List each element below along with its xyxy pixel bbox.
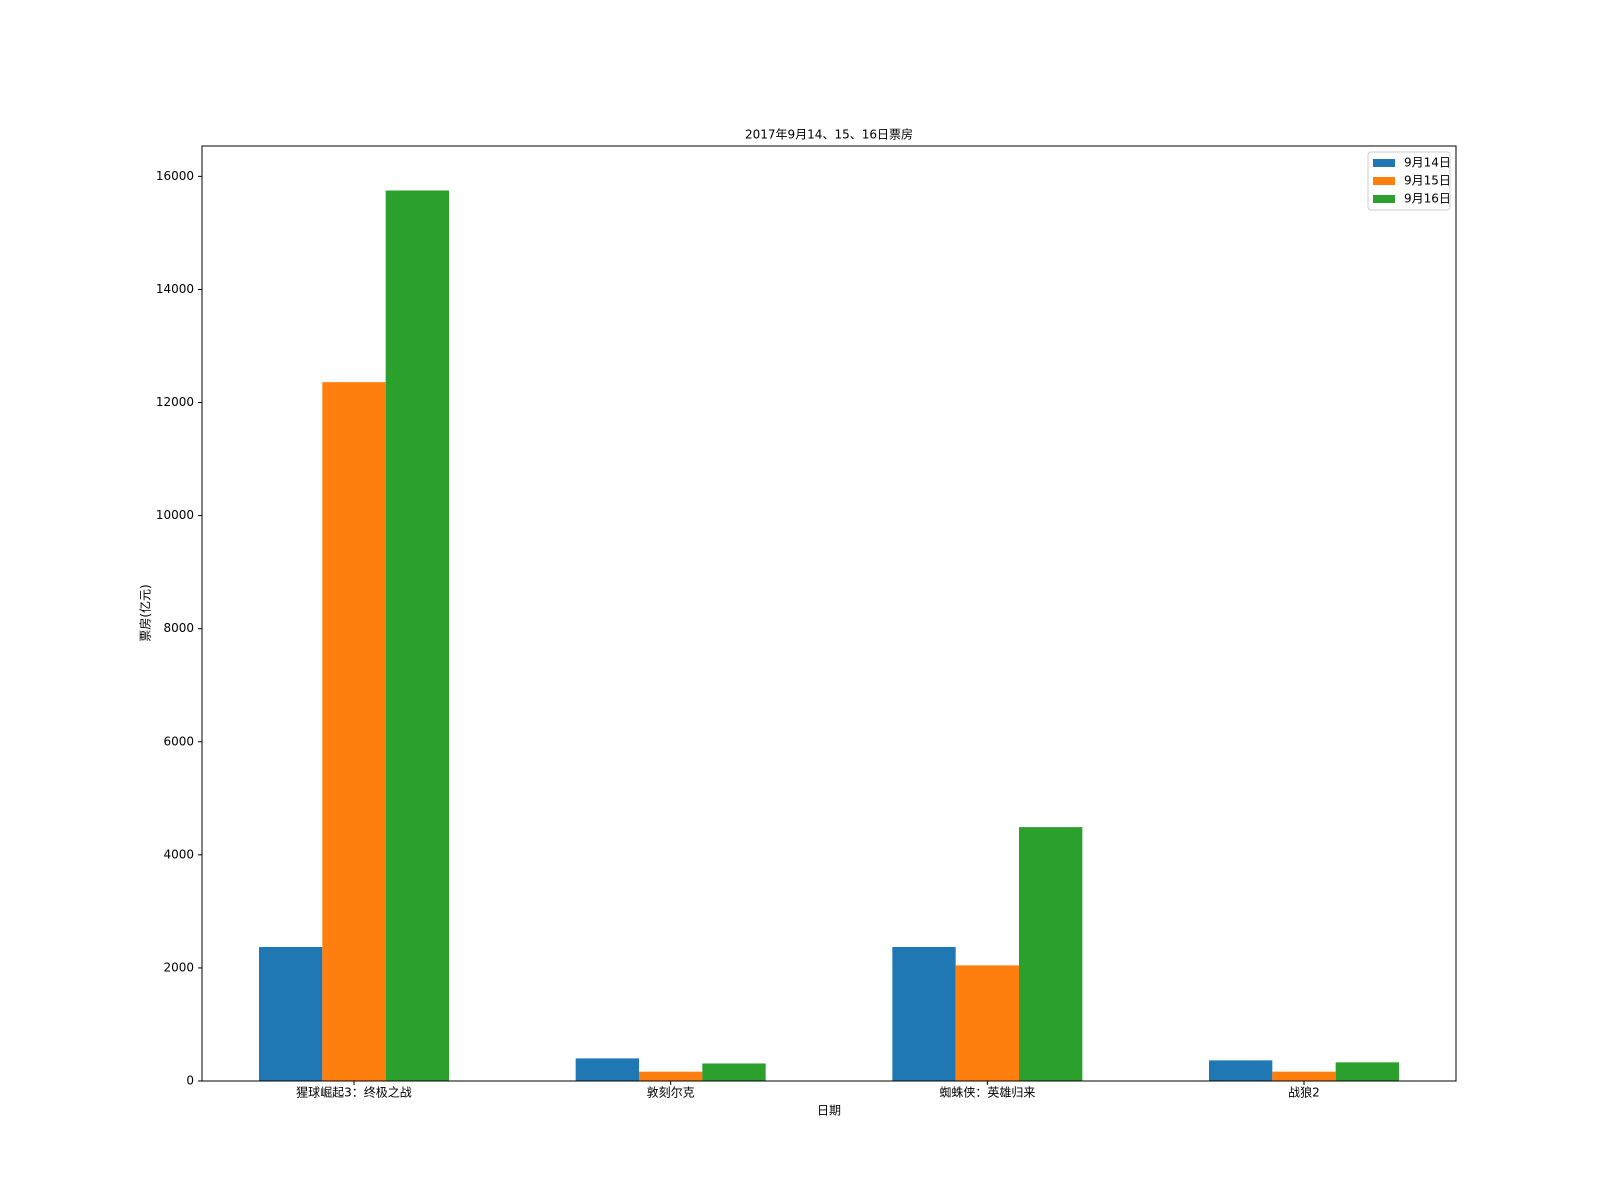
x-axis-label: 日期 — [817, 1104, 841, 1118]
legend-swatch — [1373, 159, 1395, 167]
chart-title: 2017年9月14、15、16日票房 — [745, 127, 913, 142]
x-tick-label: 猩球崛起3：终极之战 — [296, 1085, 412, 1100]
x-tick-label: 战狼2 — [1288, 1085, 1320, 1100]
legend-swatch — [1373, 177, 1395, 185]
x-tick-label: 蜘蛛侠：英雄归来 — [939, 1085, 1035, 1100]
bar — [575, 1058, 639, 1081]
y-tick-label: 10000 — [156, 508, 194, 522]
legend-swatch — [1373, 195, 1395, 203]
legend-label: 9月15日 — [1404, 174, 1451, 188]
bar — [1209, 1060, 1273, 1081]
y-tick-label: 0 — [186, 1074, 194, 1088]
bar — [322, 382, 386, 1081]
y-tick-label: 6000 — [163, 734, 194, 748]
y-tick-label: 16000 — [156, 169, 194, 183]
bar — [1019, 827, 1083, 1081]
legend-label: 9月16日 — [1404, 192, 1451, 206]
bar — [955, 965, 1019, 1081]
bar — [1272, 1071, 1336, 1081]
y-tick-label: 4000 — [163, 847, 194, 861]
bar — [1335, 1062, 1399, 1081]
y-tick-label: 12000 — [156, 395, 194, 409]
bar — [259, 947, 323, 1081]
y-tick-label: 2000 — [163, 960, 194, 974]
x-tick-label: 敦刻尔克 — [647, 1085, 695, 1100]
bar — [702, 1063, 766, 1081]
y-tick-label: 8000 — [163, 621, 194, 635]
bar — [892, 947, 956, 1081]
plot-frame — [201, 145, 1457, 1082]
y-tick-label: 14000 — [156, 282, 194, 296]
bar — [385, 190, 449, 1081]
bar — [639, 1071, 703, 1081]
legend-label: 9月14日 — [1404, 156, 1451, 170]
y-axis-label: 票房(亿元) — [138, 584, 153, 641]
